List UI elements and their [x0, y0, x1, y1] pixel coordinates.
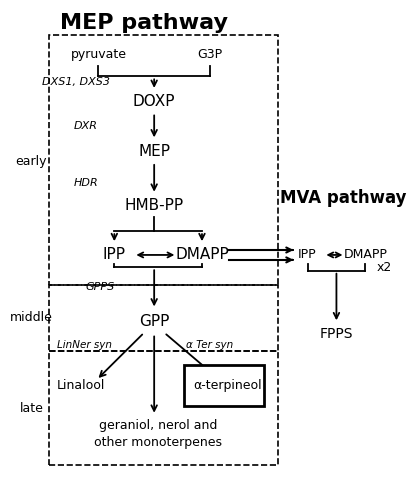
Text: Linalool: Linalool	[56, 380, 105, 392]
Text: HMB-PP: HMB-PP	[125, 198, 184, 213]
Text: DOXP: DOXP	[133, 94, 176, 109]
Text: MVA pathway: MVA pathway	[280, 189, 407, 207]
Text: IPP: IPP	[298, 248, 317, 262]
Bar	[49, 284, 278, 352]
Bar	[184, 365, 264, 406]
Text: other monoterpenes: other monoterpenes	[94, 436, 222, 450]
Text: α-terpineol: α-terpineol	[194, 380, 262, 392]
Text: DMAPP: DMAPP	[344, 248, 387, 262]
Text: MEP: MEP	[138, 144, 170, 158]
Text: DXS1, DXS3: DXS1, DXS3	[42, 76, 110, 86]
Text: GPPS: GPPS	[86, 282, 115, 292]
Text: late: late	[19, 402, 43, 414]
Text: G3P: G3P	[197, 48, 223, 61]
Text: MEP pathway: MEP pathway	[60, 12, 228, 32]
Text: IPP: IPP	[103, 248, 126, 262]
Text: DXR: DXR	[74, 122, 97, 132]
Text: x2: x2	[377, 261, 392, 274]
Text: α Ter syn: α Ter syn	[186, 340, 234, 350]
Text: DMAPP: DMAPP	[175, 248, 229, 262]
Bar	[49, 352, 278, 465]
Text: middle: middle	[10, 311, 53, 324]
Text: pyruvate: pyruvate	[71, 48, 126, 61]
Text: LinNer syn: LinNer syn	[57, 340, 112, 350]
Text: geraniol, nerol and: geraniol, nerol and	[99, 419, 217, 432]
Text: FPPS: FPPS	[320, 327, 353, 341]
Bar	[49, 35, 278, 284]
Text: GPP: GPP	[139, 314, 169, 329]
Text: early: early	[16, 154, 47, 168]
Text: HDR: HDR	[73, 178, 98, 188]
